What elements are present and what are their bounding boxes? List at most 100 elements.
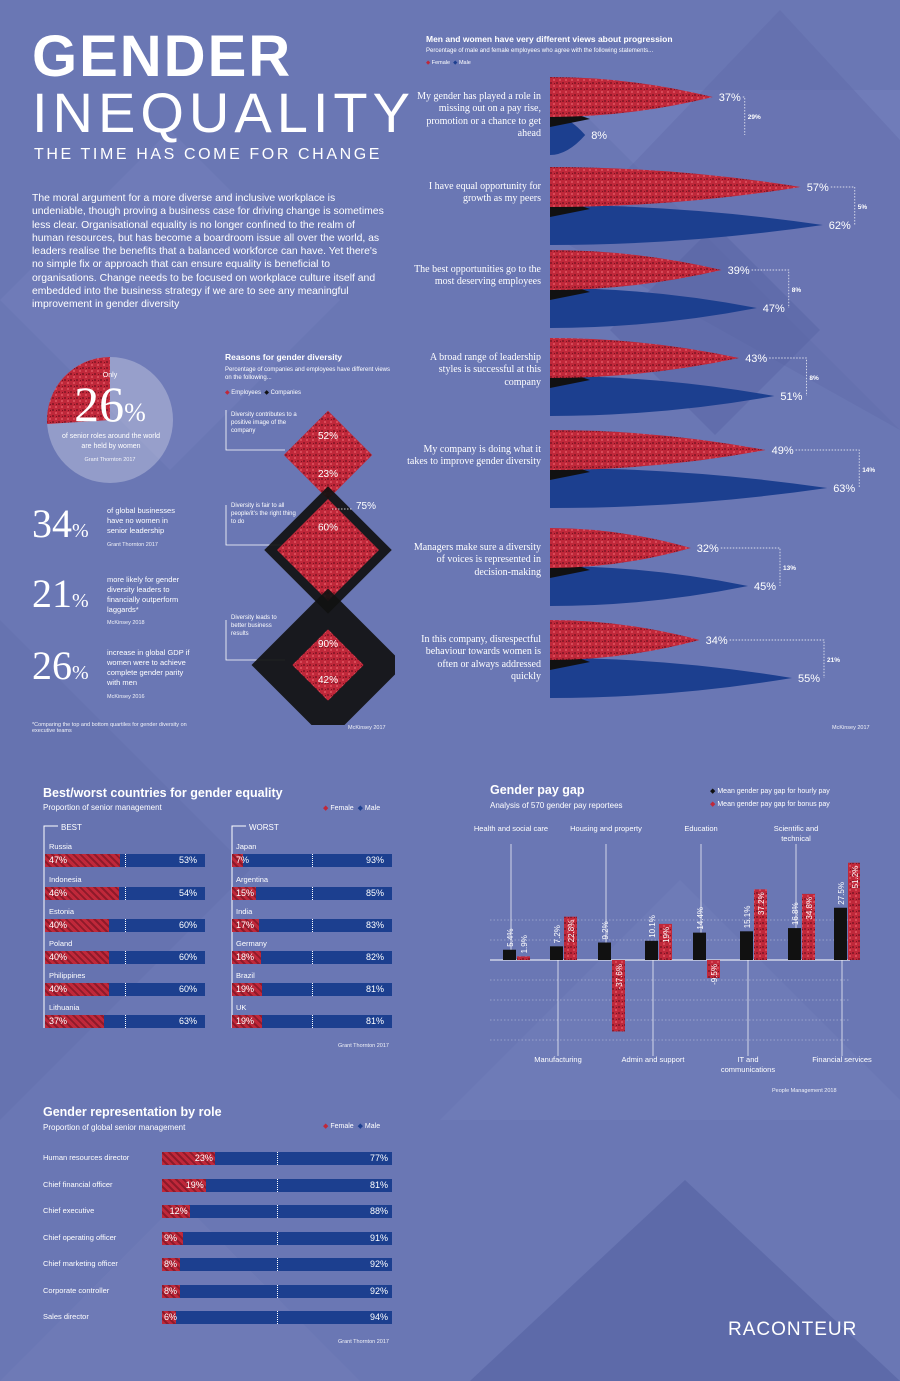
- gap-value: 5%: [858, 204, 868, 211]
- bonus-bar: [707, 960, 720, 979]
- hourly-bar: [693, 932, 706, 960]
- bonus-value: 22.8%: [567, 920, 576, 943]
- female-value: 8%: [164, 1285, 178, 1296]
- female-value: 39%: [728, 265, 750, 277]
- reason-label: Diversity is fair to all people/it's the…: [231, 503, 296, 525]
- role-label: Chief marketing officer: [43, 1259, 118, 1268]
- bonus-bar: [802, 893, 815, 960]
- gap-value: 13%: [783, 565, 796, 572]
- female-bar: [45, 919, 109, 932]
- female-bar: [162, 1152, 215, 1165]
- male-value: 45%: [754, 581, 776, 593]
- pie-value: 26%: [40, 376, 180, 441]
- hourly-bar: [598, 942, 611, 960]
- bonus-bar: [612, 960, 625, 1032]
- male-bar: [550, 376, 775, 416]
- male-value: 85%: [366, 888, 385, 898]
- female-value: 32%: [697, 543, 719, 555]
- female-bar: [232, 983, 263, 996]
- female-bar: [232, 919, 260, 932]
- legend-employees: Employees: [231, 390, 261, 396]
- female-bar: [45, 983, 109, 996]
- female-bar: [550, 250, 722, 290]
- female-value: 23%: [194, 1153, 213, 1163]
- female-value: 40%: [49, 920, 68, 930]
- male-value: 63%: [179, 1016, 198, 1026]
- hourly-value: 5.4%: [506, 929, 515, 947]
- paygap-legend-bonus: ◆ Mean gender pay gap for bonus pay: [710, 800, 830, 808]
- midline: [277, 1258, 278, 1271]
- diamond-red-icon: ◆: [323, 805, 329, 812]
- midline: [277, 1284, 278, 1298]
- pie-chart: [47, 357, 173, 483]
- country-name: Argentina: [236, 875, 269, 884]
- bonus-value: 19%: [662, 927, 671, 943]
- legend-female: Female: [330, 1123, 354, 1130]
- midline: [312, 1015, 313, 1028]
- hourly-bar: [645, 940, 658, 960]
- legend-female: Female: [431, 60, 451, 66]
- hourly-bar: [503, 949, 516, 960]
- role-label: Chief operating officer: [43, 1232, 117, 1242]
- progression-legend: ◆ Female ◆ Male: [426, 60, 471, 66]
- male-value: 93%: [366, 855, 385, 865]
- female-bar: [45, 1015, 105, 1028]
- paygap-title: Gender pay gap: [490, 783, 585, 797]
- bonus-value: 1.9%: [520, 935, 529, 953]
- reasons-source: McKinsey 2017: [348, 725, 386, 731]
- role-label: Chief financial officer: [43, 1179, 113, 1189]
- sector-label: Manufacturing: [534, 1055, 582, 1064]
- page-title: GENDER: [32, 24, 293, 89]
- hourly-bar: [550, 946, 563, 960]
- male-bar: [550, 205, 823, 245]
- female-bar: [232, 887, 256, 900]
- female-value: 19%: [236, 1016, 255, 1026]
- midline: [277, 1152, 278, 1165]
- male-value: 81%: [370, 1179, 389, 1190]
- country-name: Brazil: [236, 971, 255, 980]
- female-bar: [550, 167, 801, 207]
- male-value: 55%: [798, 673, 820, 685]
- male-value: 83%: [366, 920, 385, 930]
- legend-hourly: Mean gender pay gap for hourly pay: [717, 788, 830, 795]
- bonus-bar: [517, 956, 530, 960]
- male-value: 60%: [179, 920, 198, 930]
- pie-value-number: 26: [74, 376, 125, 432]
- male-value: 88%: [370, 1206, 389, 1216]
- gap-connector: [729, 639, 825, 678]
- diamond-red-icon: ◆: [225, 390, 230, 396]
- midline: [277, 1178, 278, 1192]
- reasons-title: Reasons for gender diversity: [225, 352, 343, 362]
- stat-percent: %: [72, 590, 89, 612]
- progression-chart: 37% 8% 29% 57% 62% 5% 39% 47% 8% 43% 51% 8% 49% 63% 14…: [550, 77, 875, 698]
- hourly-bar: [740, 931, 753, 960]
- gap-connector: [795, 449, 860, 488]
- female-bar: [550, 430, 766, 470]
- bonus-bar: [564, 916, 577, 960]
- female-value: 34%: [706, 635, 728, 647]
- stat-item: 21%: [32, 570, 89, 617]
- hourly-value: 27.5%: [837, 882, 846, 905]
- male-value: 82%: [366, 952, 385, 962]
- hourly-bar: [834, 907, 847, 960]
- stat-item: 26%: [32, 642, 89, 689]
- roles-source: Grant Thornton 2017: [338, 1339, 389, 1345]
- countries-subtitle: Proportion of senior management: [43, 803, 162, 812]
- best-label: BEST: [61, 823, 82, 832]
- reason-label: Diversity leads to better business resul…: [231, 615, 277, 637]
- gap-value: 29%: [748, 114, 761, 121]
- male-value: 8%: [591, 130, 607, 142]
- legend-companies: Companies: [270, 390, 301, 396]
- male-value: 81%: [366, 984, 385, 994]
- female-value: 49%: [772, 445, 794, 457]
- progression-source: McKinsey 2017: [832, 725, 870, 731]
- female-bar: [162, 1178, 206, 1192]
- female-bar: [232, 1015, 263, 1028]
- male-value: 91%: [370, 1232, 389, 1243]
- country-name: Indonesia: [49, 875, 82, 884]
- female-value: 57%: [807, 182, 829, 194]
- employees-diamond: [277, 499, 379, 601]
- midline: [125, 1015, 126, 1028]
- diamond-blue-icon: ◆: [357, 1123, 363, 1130]
- statement-label: My company is doing what it takes to imp…: [407, 444, 541, 468]
